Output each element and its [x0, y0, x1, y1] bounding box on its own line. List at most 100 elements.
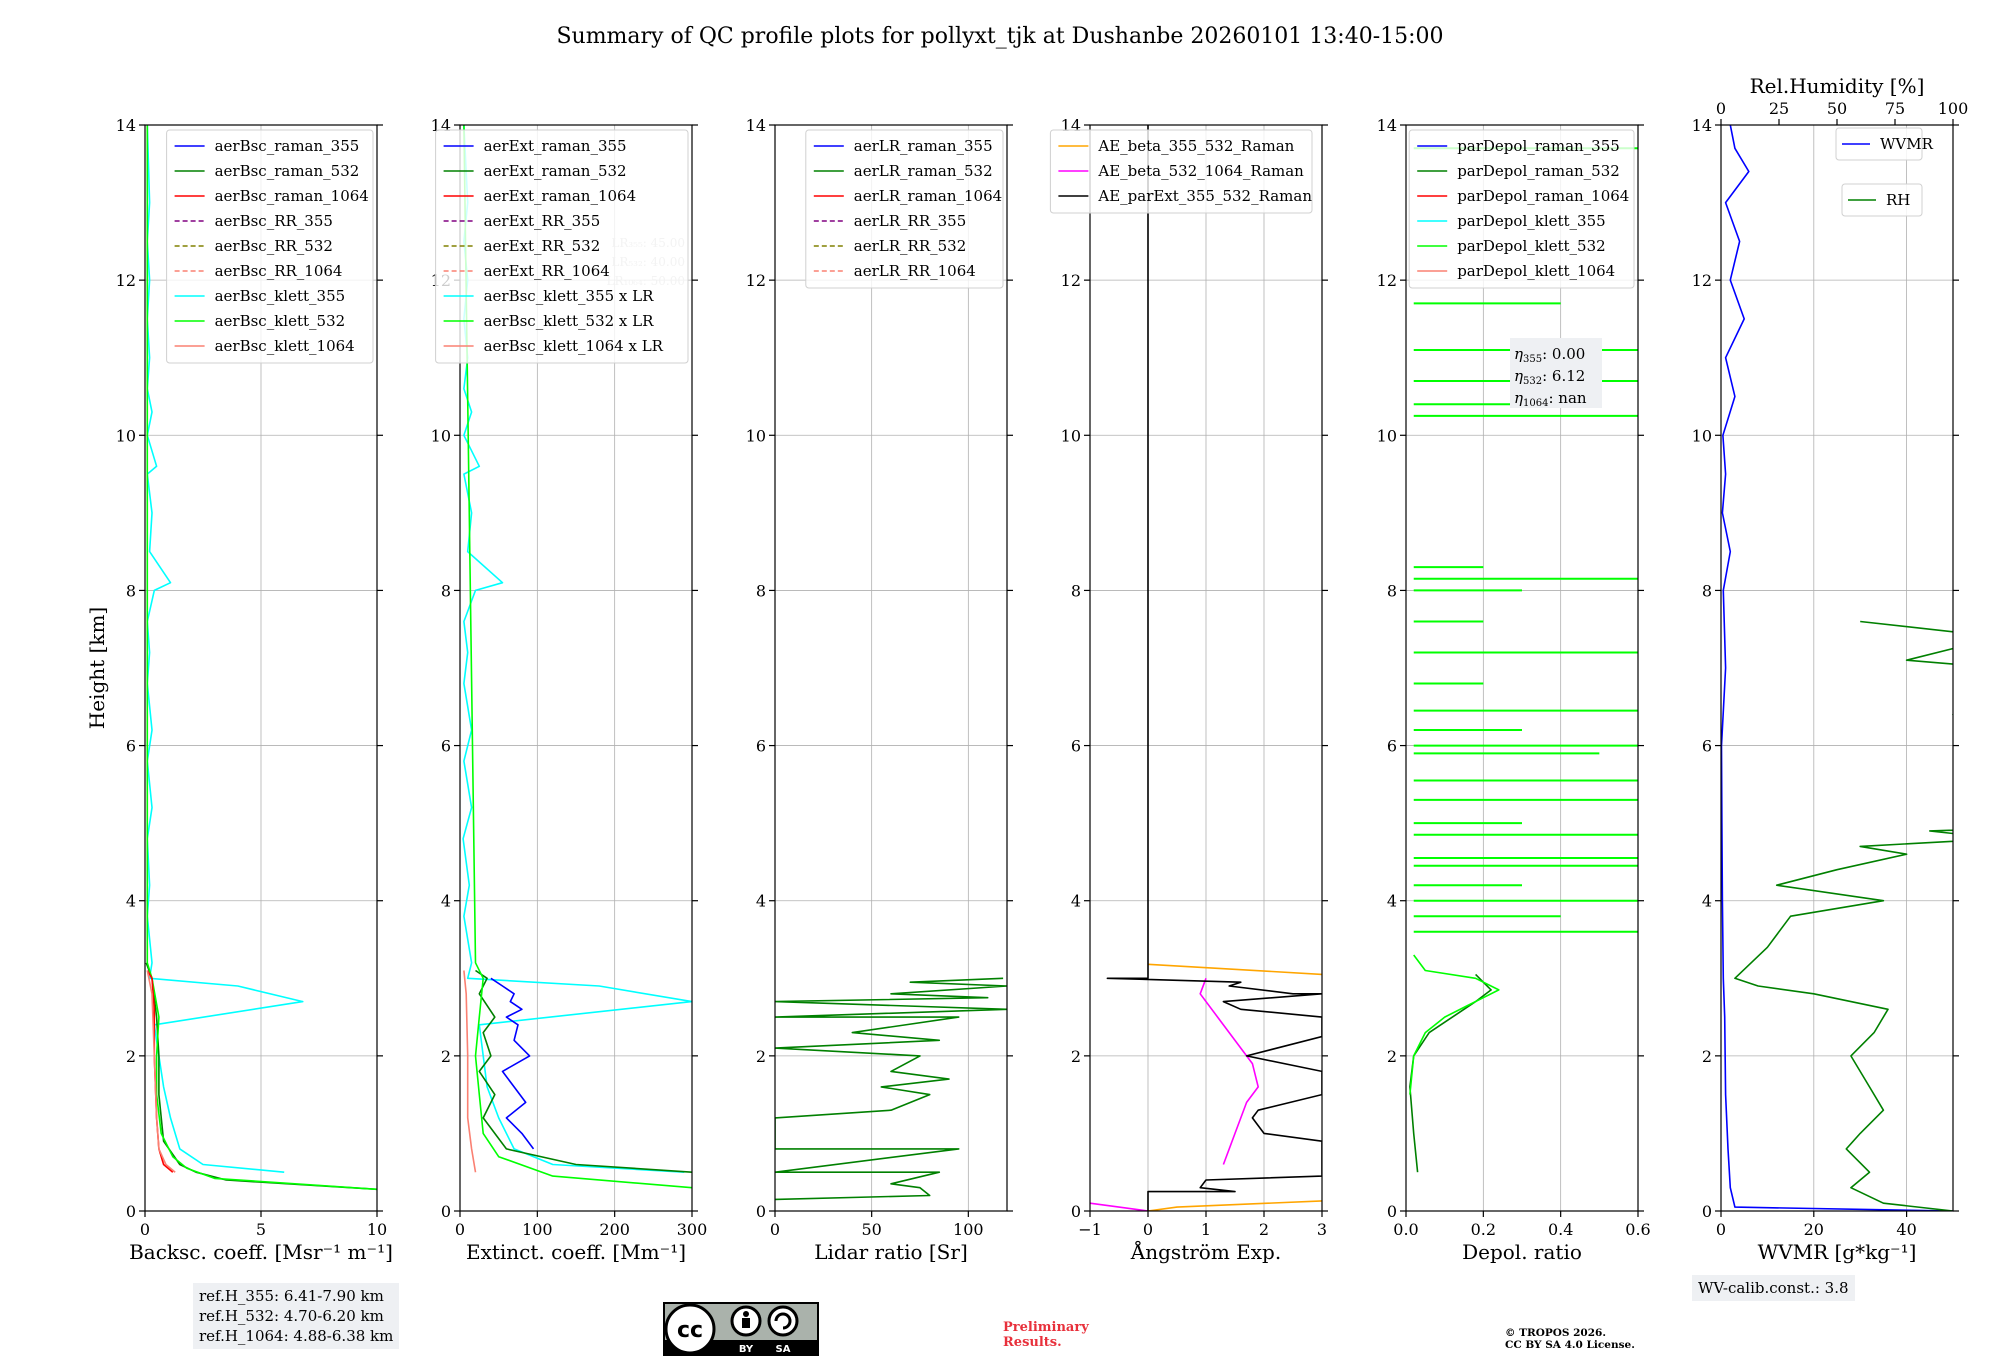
- legend-label: aerExt_raman_1064: [484, 187, 637, 205]
- legend-label: aerBsc_klett_355: [215, 287, 346, 305]
- x-tick-label: 5: [256, 1220, 266, 1239]
- y-tick-label: 6: [1702, 737, 1712, 756]
- x-tick-label: 2: [1259, 1220, 1269, 1239]
- series-AE_beta_532_1064_Raman_upper: [1199, 978, 1259, 1165]
- x-tick-label: 200: [599, 1220, 630, 1239]
- y-tick-label: 6: [441, 737, 451, 756]
- eta-row: η1064: nan: [1514, 389, 1587, 409]
- reference-heights-box: ref.H_355: 6.41-7.90 km ref.H_532: 4.70-…: [193, 1283, 400, 1349]
- legend-label: aerBsc_RR_355: [215, 212, 333, 230]
- x-tick-label: 3: [1317, 1220, 1327, 1239]
- x-tick-label: 40: [1896, 1220, 1916, 1239]
- legend-frame: [1408, 129, 1635, 289]
- legend-frame: [435, 129, 689, 364]
- y-tick-label: 14: [1377, 116, 1397, 135]
- x-tick-label: 0: [140, 1220, 150, 1239]
- x-axis-label: Depol. ratio: [1462, 1240, 1582, 1264]
- preliminary-line-2: Results.: [1003, 1335, 1062, 1350]
- legend-label: parDepol_klett_1064: [1457, 262, 1615, 280]
- x-tick-label: 0: [1716, 1220, 1726, 1239]
- x-axis-label: Extinct. coeff. [Mm⁻¹]: [466, 1240, 686, 1264]
- x-tick-label: 100: [522, 1220, 553, 1239]
- plot-frame: [1405, 124, 1639, 1212]
- eta-symbol: η: [1514, 345, 1523, 363]
- x-tick-label: 10: [367, 1220, 387, 1239]
- figure-title: Summary of QC profile plots for pollyxt_…: [556, 24, 1443, 49]
- cc-by-sa-icon: cc BY SA: [663, 1302, 819, 1356]
- y-tick-label: 4: [126, 892, 136, 911]
- legend-label: parDepol_raman_532: [1457, 162, 1620, 180]
- legend-box-rh: RH: [1841, 183, 1923, 217]
- preliminary-note: Preliminary Results.: [1003, 1320, 1089, 1350]
- y-tick-label: 0: [126, 1202, 136, 1221]
- eta-row: η355: 0.00: [1514, 345, 1585, 365]
- series-aerBsc_klett_1064 x LR: [463, 970, 477, 1173]
- y-tick-label: 4: [756, 892, 766, 911]
- series-aerExt_raman_355: [490, 977, 535, 1150]
- plot-frame: [1720, 124, 1954, 1212]
- plot-area: [1721, 125, 1953, 1211]
- legend-label: parDepol_raman_1064: [1457, 187, 1629, 205]
- legend-label: aerBsc_klett_1064 x LR: [484, 337, 664, 355]
- copyright-note: © TROPOS 2026. CC BY SA 4.0 License.: [1505, 1327, 1635, 1351]
- legend-label: AE_beta_355_532_Raman: [1097, 137, 1294, 155]
- copyright-line-2: CC BY SA 4.0 License.: [1505, 1339, 1635, 1351]
- series-AE_beta_355_532_Raman: [1147, 1200, 1322, 1211]
- y-tick-label: 12: [1692, 271, 1712, 290]
- ref-height-532: ref.H_532: 4.70-6.20 km: [199, 1307, 384, 1325]
- x-tick-label: 100: [953, 1220, 984, 1239]
- y-tick-label: 10: [431, 426, 451, 445]
- preliminary-line-1: Preliminary: [1003, 1320, 1089, 1335]
- y-tick-label: 10: [1061, 426, 1081, 445]
- series-aerBsc_klett_532: [146, 125, 377, 1191]
- y-tick-label: 2: [1387, 1047, 1397, 1066]
- top-x-tick-label: 75: [1885, 99, 1905, 118]
- legend-label: AE_parExt_355_532_Raman: [1097, 187, 1312, 205]
- wv-calibration-box: WV-calib.const.: 3.8: [1692, 1275, 1855, 1301]
- eta-symbol: η: [1514, 389, 1523, 407]
- legend-label: aerBsc_raman_355: [215, 137, 360, 155]
- legend: parDepol_raman_355 parDepol_raman_532 parD…: [1408, 129, 1635, 289]
- top-x-tick-label: 25: [1769, 99, 1789, 118]
- legend-label: AE_beta_532_1064_Raman: [1097, 162, 1304, 180]
- legend-label: aerBsc_raman_532: [215, 162, 360, 180]
- y-tick-label: 10: [746, 426, 766, 445]
- plot-area: [145, 125, 377, 1191]
- legend: aerBsc_raman_355 aerBsc_raman_532 aerBsc_r…: [166, 129, 374, 364]
- y-tick-label: 0: [441, 1202, 451, 1221]
- eta-row: η532: 6.12: [1514, 367, 1585, 387]
- x-tick-label: 1: [1201, 1220, 1211, 1239]
- y-axis-label: Height [km]: [85, 607, 109, 729]
- y-tick-label: 2: [441, 1047, 451, 1066]
- x-axis-label: WVMR [g*kg⁻¹]: [1758, 1240, 1917, 1264]
- y-tick-label: 10: [1692, 426, 1712, 445]
- y-tick-label: 4: [1071, 892, 1081, 911]
- y-tick-label: 10: [1377, 426, 1397, 445]
- legend-label: parDepol_klett_532: [1457, 237, 1606, 255]
- eta-frame: [1510, 338, 1602, 408]
- x-tick-label: 0: [1143, 1220, 1153, 1239]
- y-tick-label: 2: [1702, 1047, 1712, 1066]
- x-tick-label: 300: [677, 1220, 708, 1239]
- legend-label: aerLR_RR_355: [854, 212, 966, 230]
- series-parDepol_raman_532: [1409, 973, 1492, 1173]
- y-tick-label: 2: [756, 1047, 766, 1066]
- legend-frame: [805, 129, 1004, 289]
- top-x-axis-label: Rel.Humidity [%]: [1750, 74, 1925, 98]
- series-RH: [1734, 620, 1953, 1211]
- series-aerBsc_klett_355 x LR: [462, 125, 692, 1173]
- legend: AE_beta_355_532_Raman AE_beta_532_1064_Ra…: [1049, 129, 1313, 214]
- y-tick-label: 12: [746, 271, 766, 290]
- x-tick-label: 0: [455, 1220, 465, 1239]
- ref-height-355: ref.H_355: 6.41-7.90 km: [199, 1287, 384, 1305]
- legend-label: aerLR_raman_532: [854, 162, 993, 180]
- legend-label: aerExt_raman_532: [484, 162, 627, 180]
- eta-colon: :: [1542, 367, 1552, 385]
- top-x-tick-label: 50: [1827, 99, 1847, 118]
- legend-label: aerExt_RR_532: [484, 237, 601, 255]
- x-tick-label: 0: [770, 1220, 780, 1239]
- panel-2: LR₃₅₅: 45.00LR₅₃₂: 40.00LR₁₀₆₄: 50.00024…: [431, 116, 708, 1264]
